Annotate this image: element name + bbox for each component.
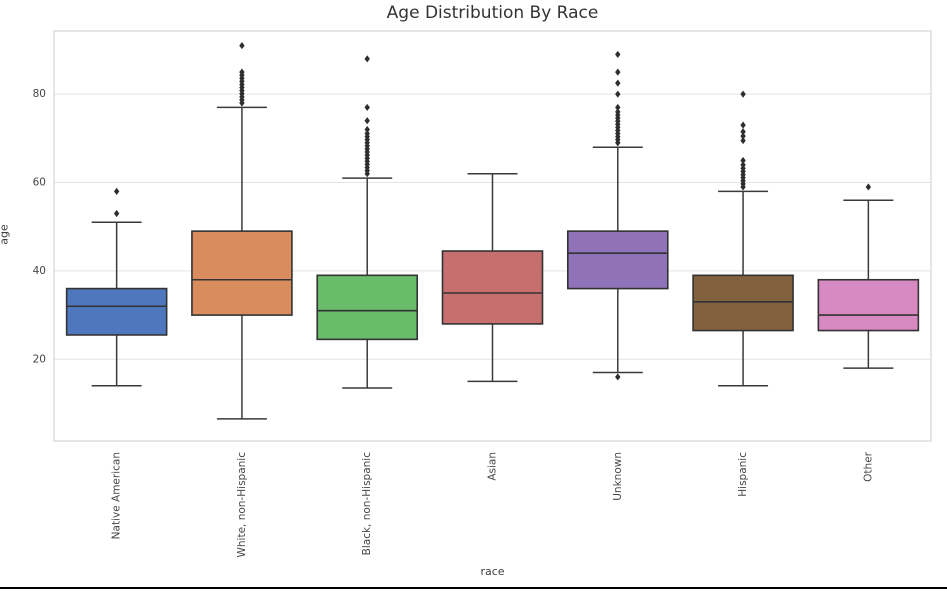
plot-frame — [53, 30, 932, 442]
x-tick-label: Native American — [111, 452, 123, 539]
outlier-marker — [364, 129, 370, 138]
y-tick-label: 80 — [33, 88, 46, 100]
outlier-marker — [740, 121, 746, 129]
outlier-marker — [615, 108, 621, 116]
chart-title: Age Distribution By Race — [386, 3, 599, 23]
boxplot-hispanic: Hispanic — [692, 90, 794, 497]
outlier-marker — [113, 209, 120, 218]
outlier-marker — [364, 125, 370, 134]
y-tick-label: 20 — [33, 353, 46, 365]
outlier-marker — [364, 55, 370, 63]
box — [566, 230, 669, 290]
box — [65, 287, 168, 336]
outlier-marker — [740, 136, 746, 145]
outlier-marker — [740, 132, 746, 140]
box — [817, 278, 920, 332]
outlier-marker — [615, 90, 621, 98]
x-tick-label: Asian — [487, 452, 499, 481]
box — [316, 274, 419, 341]
outlier-marker — [615, 79, 621, 87]
outlier-marker — [740, 156, 746, 165]
boxplot-asian: Asian — [441, 172, 544, 481]
boxplot-unknown: Unknown — [566, 50, 669, 501]
outlier-marker — [615, 68, 621, 76]
outlier-marker — [740, 128, 746, 136]
y-axis-label: age — [0, 224, 11, 245]
outlier-marker — [239, 68, 245, 76]
figure-bottom-border — [0, 587, 947, 589]
x-tick-label: White, non-Hispanic — [236, 452, 248, 558]
x-tick-label: Other — [862, 451, 874, 481]
box — [441, 250, 544, 325]
x-tick-label: Hispanic — [737, 452, 749, 497]
y-tick-label: 40 — [33, 265, 46, 277]
boxplot-white-non-hispanic: White, non-Hispanic — [191, 41, 293, 558]
box — [692, 274, 794, 332]
outlier-marker — [740, 90, 746, 98]
boxplot-native-american: Native American — [65, 187, 168, 539]
boxplot-other: Other — [817, 183, 920, 482]
boxplot-black-non-hispanic: Black, non-Hispanic — [316, 55, 419, 556]
outlier-marker — [865, 183, 872, 191]
x-tick-label: Black, non-Hispanic — [361, 452, 373, 556]
outlier-marker — [740, 161, 746, 169]
outlier-marker — [615, 50, 621, 59]
x-tick-label: Unknown — [612, 452, 624, 501]
outlier-marker — [615, 103, 621, 112]
outlier-marker — [364, 117, 370, 125]
outlier-marker — [615, 373, 621, 381]
box — [191, 230, 293, 316]
x-axis-label: race — [480, 565, 505, 578]
outlier-marker — [113, 187, 120, 195]
y-tick-label: 60 — [33, 177, 46, 189]
outlier-marker — [364, 103, 370, 112]
outlier-marker — [239, 41, 245, 50]
